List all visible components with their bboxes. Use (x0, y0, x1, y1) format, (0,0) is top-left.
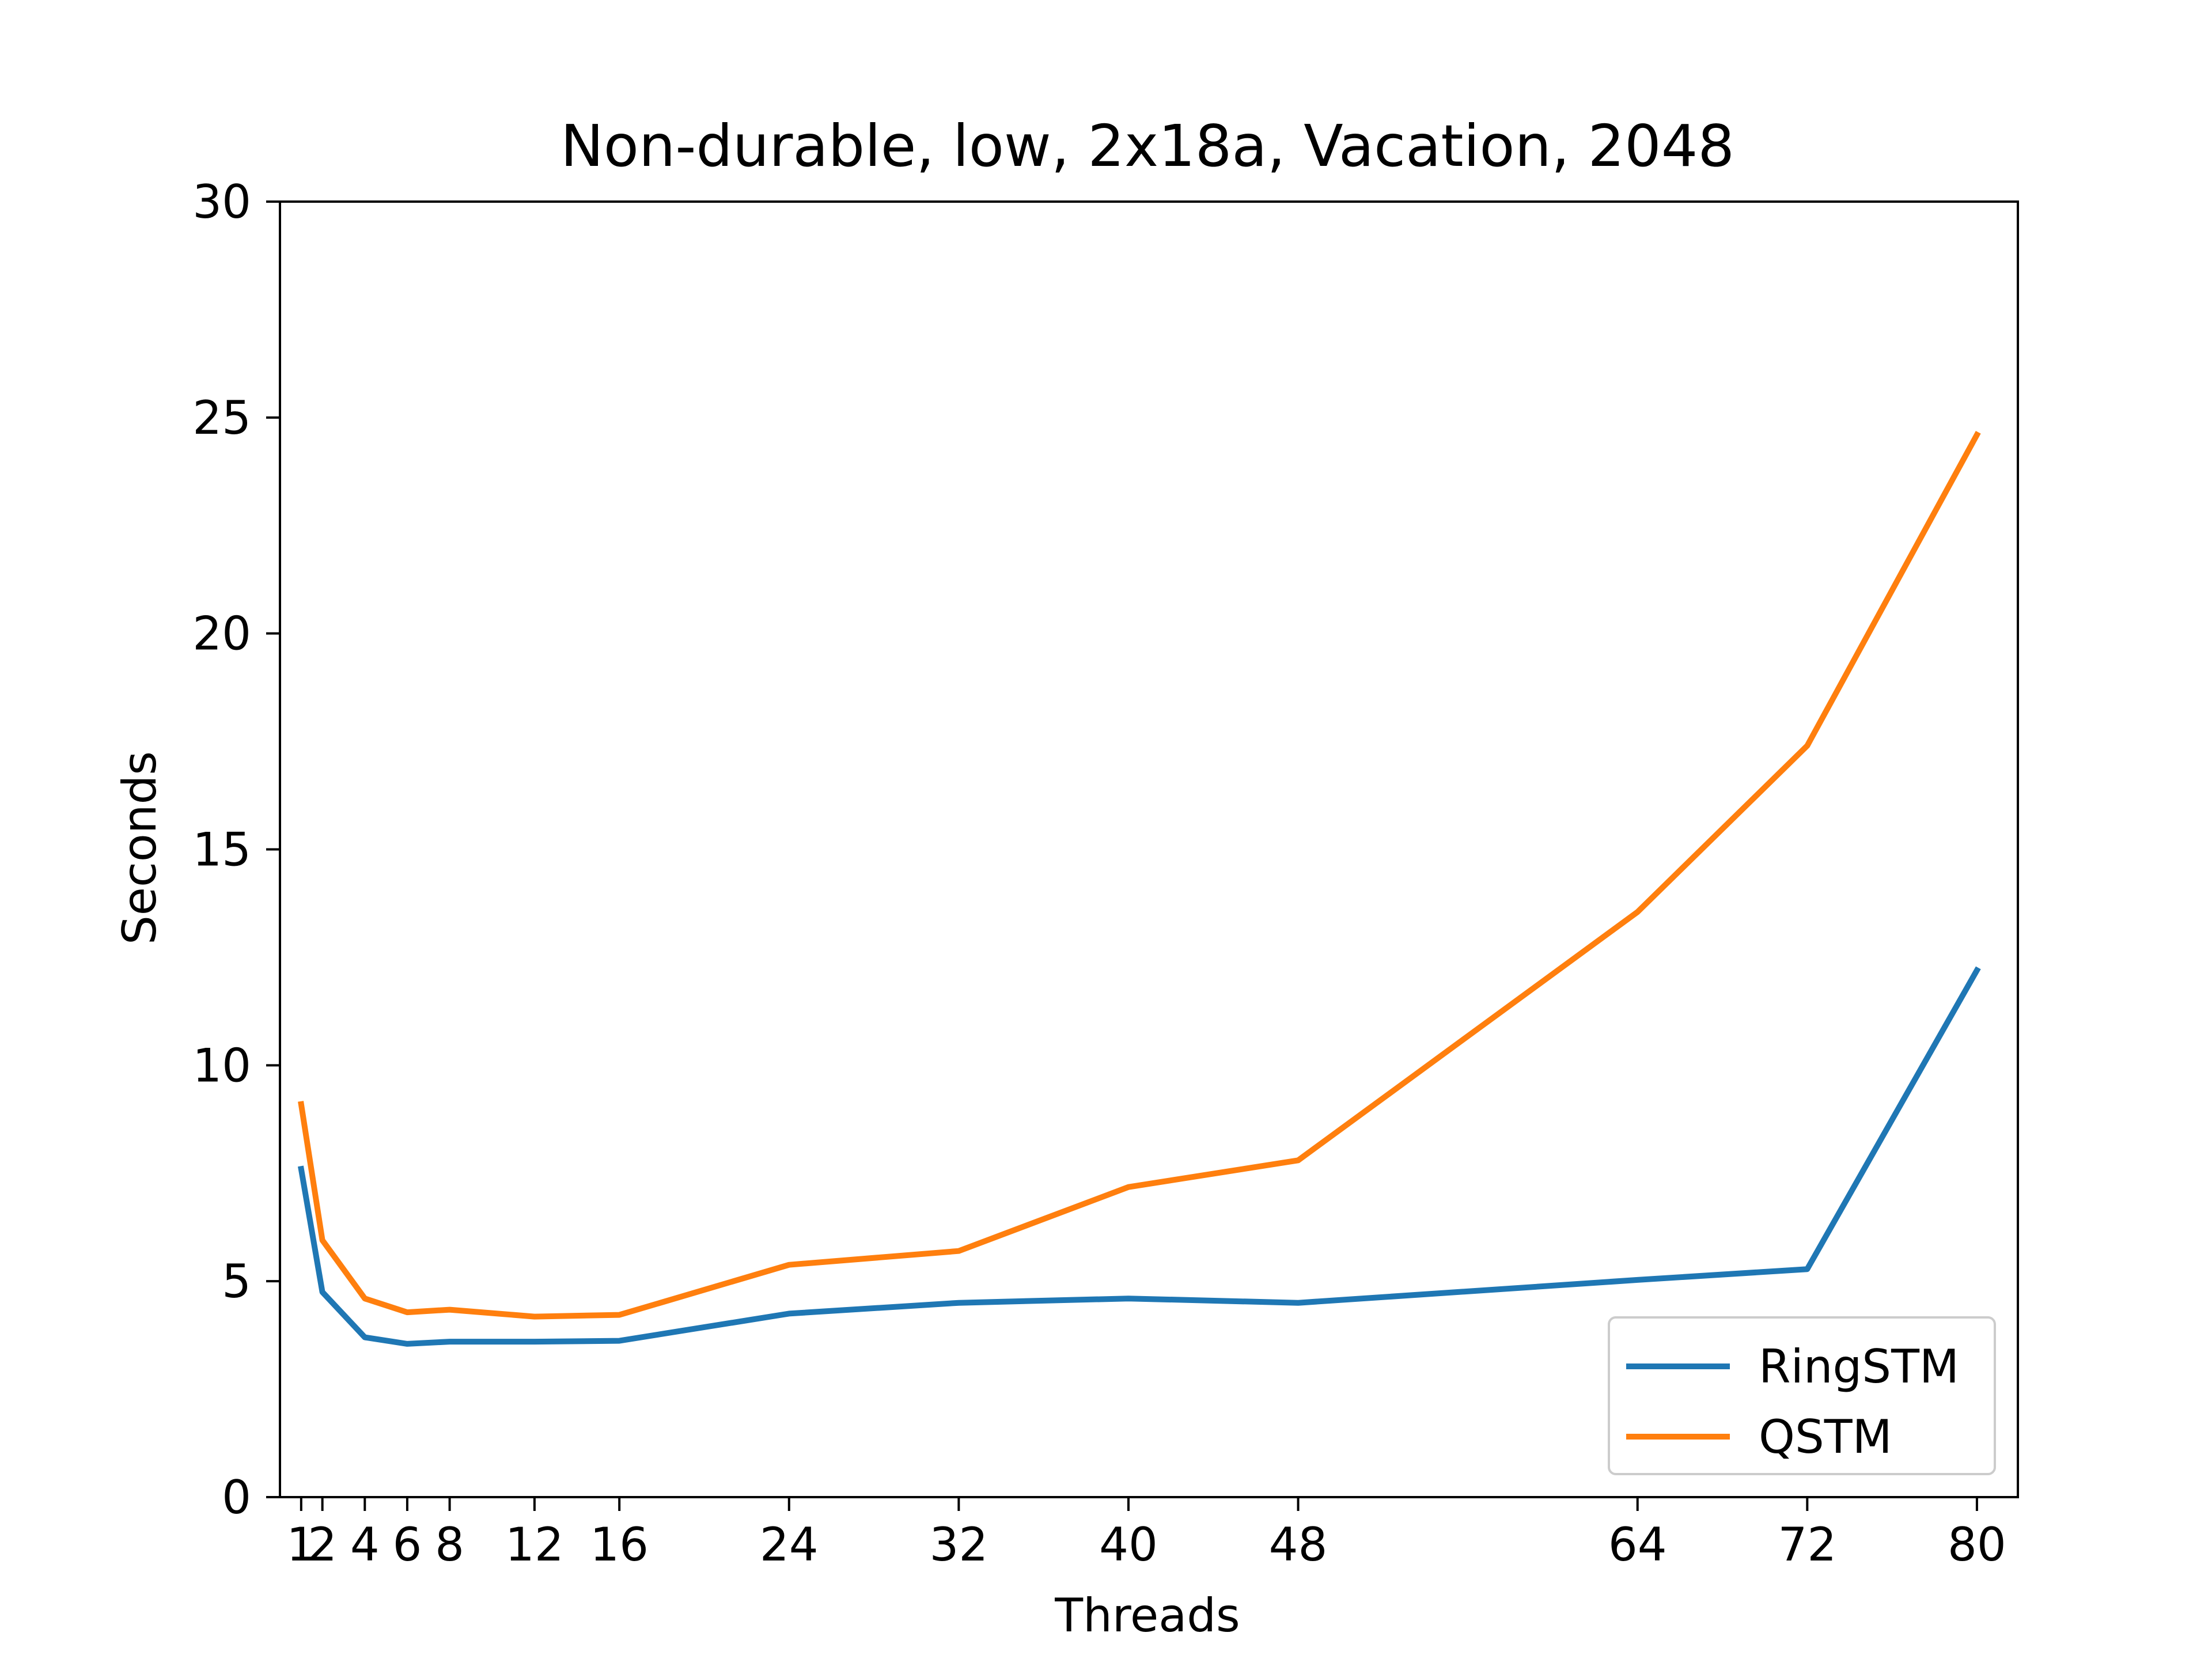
x-tick-label: 72 (1778, 1518, 1836, 1571)
x-tick-label: 2 (308, 1518, 337, 1571)
x-tick-label: 32 (929, 1518, 988, 1571)
x-tick-label: 80 (1948, 1518, 2006, 1571)
x-tick-label: 1 (286, 1518, 316, 1571)
x-tick-label: 64 (1608, 1518, 1667, 1571)
legend-label: QSTM (1759, 1410, 1892, 1464)
series-line-qstm (298, 431, 1981, 1320)
y-tick-label: 30 (192, 175, 251, 229)
x-axis-label: Threads (1054, 1589, 1240, 1642)
series-line-ringstm (298, 966, 1981, 1347)
y-tick-label: 0 (222, 1471, 251, 1524)
y-tick-label: 25 (192, 391, 251, 445)
y-tick-label: 20 (192, 607, 251, 661)
legend: RingSTM QSTM (1608, 1316, 1996, 1475)
x-tick-label: 8 (435, 1518, 464, 1571)
x-tick-label: 48 (1269, 1518, 1328, 1571)
x-tick-label: 16 (590, 1518, 649, 1571)
x-tick-label: 6 (392, 1518, 422, 1571)
y-axis-label: Seconds (113, 751, 166, 945)
y-tick-label: 10 (192, 1039, 251, 1092)
y-tick-label: 5 (222, 1255, 251, 1308)
x-tick-label: 4 (350, 1518, 380, 1571)
x-tick-label: 12 (505, 1518, 564, 1571)
legend-label: RingSTM (1759, 1340, 1959, 1393)
y-tick-label: 15 (192, 823, 251, 877)
x-tick-label: 40 (1099, 1518, 1158, 1571)
chart-title: Non-durable, low, 2x18a, Vacation, 2048 (560, 112, 1734, 180)
x-tick-label: 24 (760, 1518, 819, 1571)
